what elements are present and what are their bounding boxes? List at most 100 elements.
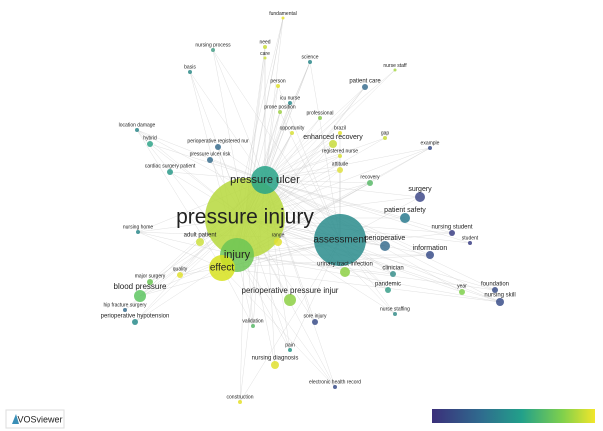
node xyxy=(207,157,213,163)
node-label: assessment xyxy=(313,235,367,246)
node-label: basis xyxy=(184,64,196,70)
edge xyxy=(264,179,406,219)
node xyxy=(333,385,337,389)
node-label: fundamental xyxy=(269,11,297,17)
node xyxy=(385,287,391,293)
node-label: student xyxy=(462,235,479,241)
node-label: science xyxy=(302,54,319,60)
node xyxy=(209,255,235,281)
node-label: adult patient xyxy=(184,233,217,239)
node-label: patient safety xyxy=(384,207,426,214)
node xyxy=(281,16,285,20)
node-label: attitude xyxy=(332,161,349,167)
edge xyxy=(264,179,501,303)
node-label: pain xyxy=(285,342,295,348)
node-label: gap xyxy=(381,130,390,136)
node-label: brazil xyxy=(334,125,346,131)
node-label: range xyxy=(272,232,285,238)
edge xyxy=(236,254,336,388)
edge xyxy=(264,147,431,181)
edge xyxy=(136,129,223,269)
node xyxy=(393,68,397,72)
edge xyxy=(264,179,371,184)
node xyxy=(263,45,267,49)
node-label: surgery xyxy=(408,186,432,193)
node xyxy=(415,192,425,202)
node xyxy=(308,60,312,64)
node xyxy=(251,166,279,194)
node-label: perioperative pressure injur xyxy=(242,286,339,295)
node-label: registered nurse xyxy=(322,148,358,154)
node-label: prone position xyxy=(264,104,296,110)
node-label: opportunity xyxy=(280,125,305,131)
node xyxy=(337,167,343,173)
edge xyxy=(236,254,394,275)
node xyxy=(393,312,397,316)
color-bar xyxy=(432,409,595,423)
edge xyxy=(244,217,501,303)
node xyxy=(362,84,368,90)
edge xyxy=(309,61,341,241)
edge xyxy=(239,239,341,403)
node xyxy=(147,279,153,285)
node xyxy=(274,238,282,246)
node xyxy=(251,324,255,328)
node xyxy=(196,238,204,246)
edge xyxy=(264,179,453,234)
edge xyxy=(264,179,496,291)
labels: pressure injury pressure ulcer injury effec… xyxy=(101,11,516,401)
node xyxy=(276,84,280,88)
logo-box xyxy=(5,409,65,429)
node-label: construction xyxy=(227,394,254,400)
node-label: location damage xyxy=(119,122,156,128)
node-label: care xyxy=(260,51,270,57)
logo: VOSviewer xyxy=(5,409,65,429)
node-label: professional xyxy=(307,110,334,116)
node-label: pandemic xyxy=(375,282,401,288)
node-label: enhanced recovery xyxy=(303,134,363,141)
node xyxy=(340,267,350,277)
edge xyxy=(221,267,501,303)
node xyxy=(238,400,242,404)
node xyxy=(177,272,183,278)
node-label: patient care xyxy=(349,79,381,85)
node xyxy=(211,48,215,52)
node-label: effect xyxy=(210,263,234,274)
node-label: need xyxy=(259,39,270,45)
edge xyxy=(136,129,266,181)
node xyxy=(278,110,282,114)
node xyxy=(288,101,292,105)
edge xyxy=(236,254,496,291)
node-label: clinician xyxy=(382,266,403,272)
node xyxy=(318,116,322,120)
node xyxy=(426,251,434,259)
node xyxy=(449,230,455,236)
node xyxy=(147,141,153,147)
node-label: foundation xyxy=(481,282,509,288)
edge xyxy=(137,231,223,269)
node-label: perioperative registered nur xyxy=(187,138,248,144)
node xyxy=(167,169,173,175)
node-label: hip fracture surgery xyxy=(103,302,147,308)
node-label: injury xyxy=(224,249,251,261)
node xyxy=(288,348,292,352)
node xyxy=(263,56,267,60)
edge xyxy=(264,179,421,198)
node-label: nurse staffing xyxy=(380,306,410,312)
node-label: nursing home xyxy=(123,224,154,230)
node xyxy=(338,154,342,158)
node xyxy=(314,214,366,266)
edge xyxy=(264,132,341,181)
node-label: blood pressure xyxy=(114,282,167,291)
node xyxy=(367,180,373,186)
node-label: perioperative xyxy=(365,235,406,242)
node xyxy=(132,319,138,325)
edge xyxy=(149,143,266,181)
node xyxy=(284,294,296,306)
node xyxy=(468,241,472,245)
node xyxy=(135,128,139,132)
node xyxy=(136,230,140,234)
node-label: hybrid xyxy=(143,135,157,141)
edge xyxy=(244,217,496,291)
